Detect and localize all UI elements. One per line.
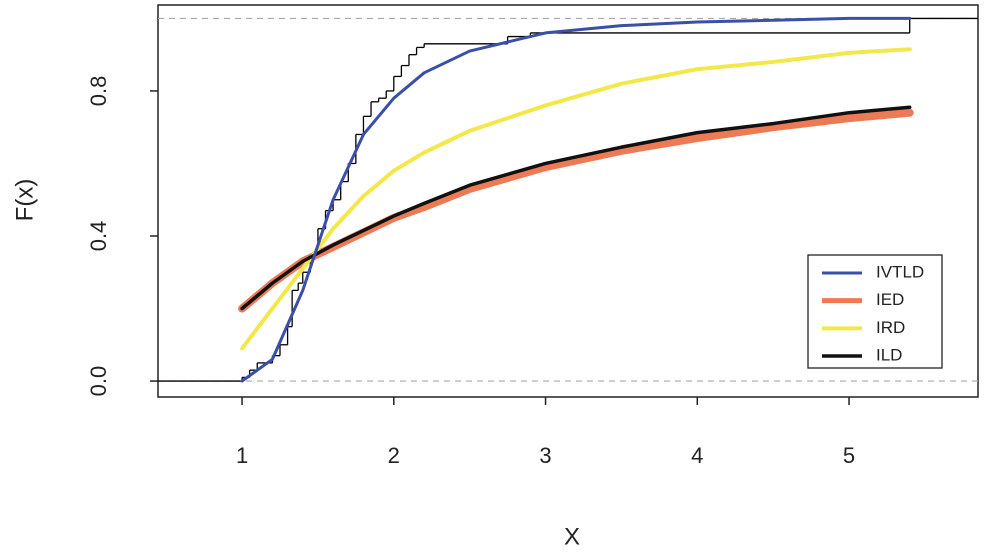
x-tick-label: 3 bbox=[539, 443, 551, 468]
legend-label: IRD bbox=[876, 318, 905, 337]
y-tick-label: 0.8 bbox=[86, 76, 111, 107]
y-tick-label: 0.0 bbox=[86, 366, 111, 397]
legend-label: ILD bbox=[876, 345, 902, 364]
plot-frame bbox=[157, 4, 979, 398]
series-line bbox=[240, 16, 912, 383]
y-tick-label: 0.4 bbox=[86, 221, 111, 252]
legend-label: IVTLD bbox=[876, 262, 924, 281]
y-axis-label: F(x) bbox=[11, 179, 38, 222]
x-tick-label: 1 bbox=[236, 443, 248, 468]
legend-label: IED bbox=[876, 290, 904, 309]
x-tick-label: 5 bbox=[843, 443, 855, 468]
x-tick-label: 4 bbox=[691, 443, 703, 468]
x-axis-label: X bbox=[564, 523, 580, 550]
series-line bbox=[240, 47, 912, 351]
x-tick-label: 2 bbox=[388, 443, 400, 468]
series-line bbox=[240, 105, 912, 311]
